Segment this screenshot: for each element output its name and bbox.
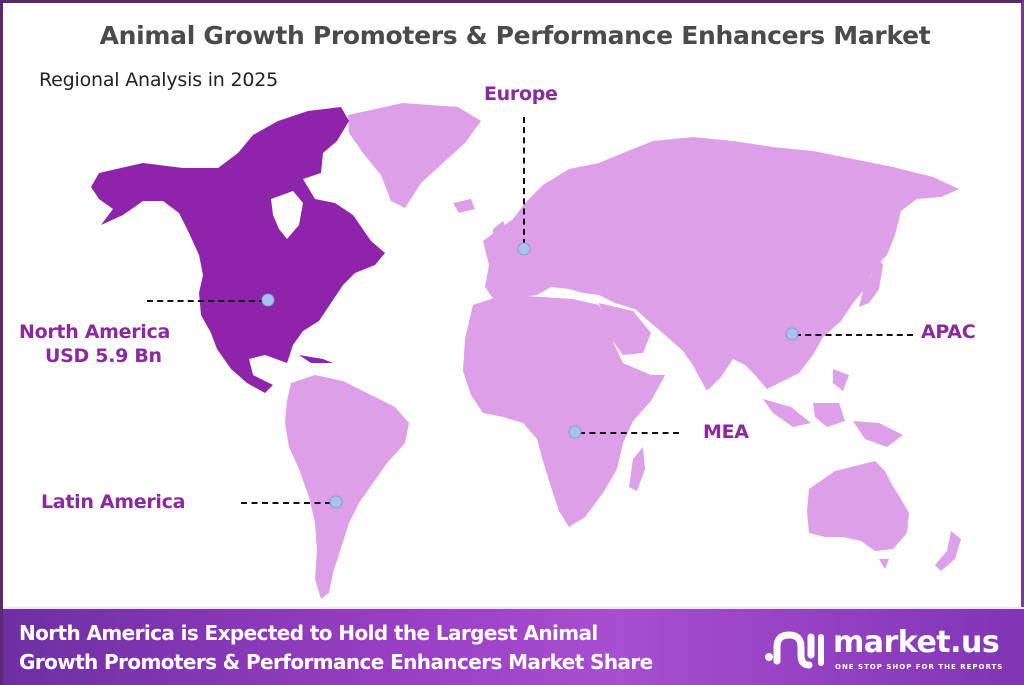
page-title: Animal Growth Promoters & Performance En… (99, 21, 931, 50)
apac-pin[interactable] (785, 327, 799, 341)
brand-tagline: ONE STOP SHOP FOR THE REPORTS (835, 663, 1004, 671)
region-label-latin-america: Latin America (41, 491, 186, 513)
latin-america-leader (241, 502, 331, 504)
north-america-pin[interactable] (261, 293, 275, 307)
footer-banner: North America is Expected to Hold the La… (3, 607, 1024, 685)
world-map (91, 103, 961, 599)
region-label-north-america: North America USD 5.9 Bn (19, 321, 170, 369)
europe-leader (523, 117, 525, 245)
europe-pin[interactable] (517, 242, 531, 256)
footer-headline: North America is Expected to Hold the La… (19, 619, 759, 677)
apac-leader (795, 334, 913, 336)
north-america-value: USD 5.9 Bn (45, 344, 162, 367)
greenland-shape (348, 103, 481, 208)
mea-leader (579, 432, 679, 434)
north-america-shape (91, 107, 385, 393)
north-america-name: North America (19, 321, 171, 343)
latin-america-pin[interactable] (329, 495, 343, 509)
footer-headline-line1: North America is Expected to Hold the La… (19, 621, 598, 645)
africa-shape (463, 295, 665, 527)
australia-shape (807, 461, 909, 551)
mea-pin[interactable] (568, 425, 582, 439)
region-label-mea: MEA (703, 421, 749, 443)
region-label-apac: APAC (921, 321, 976, 343)
south-america-shape (285, 375, 409, 599)
region-label-europe: Europe (484, 83, 558, 105)
north-america-leader (147, 300, 265, 302)
footer-headline-line2: Growth Promoters & Performance Enhancers… (19, 650, 653, 674)
brand-logo[interactable]: market.us ONE STOP SHOP FOR THE REPORTS (763, 625, 1013, 675)
brand-name: market.us (833, 625, 1000, 660)
market-us-logo-icon (765, 631, 824, 669)
page-subtitle: Regional Analysis in 2025 (39, 69, 279, 91)
eurasia-shape (483, 137, 959, 389)
